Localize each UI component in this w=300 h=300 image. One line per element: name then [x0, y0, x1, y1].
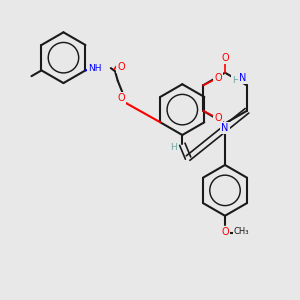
Text: O: O [221, 53, 229, 63]
Text: O: O [214, 74, 222, 83]
Text: N: N [221, 123, 229, 133]
Text: CH₃: CH₃ [233, 227, 249, 236]
Text: O: O [117, 62, 125, 72]
Text: O: O [117, 93, 125, 103]
Text: O: O [214, 113, 222, 123]
Text: H: H [170, 143, 176, 152]
Text: N: N [239, 74, 246, 83]
Text: O: O [221, 227, 229, 237]
Text: H: H [232, 76, 239, 85]
Text: NH: NH [88, 64, 101, 73]
